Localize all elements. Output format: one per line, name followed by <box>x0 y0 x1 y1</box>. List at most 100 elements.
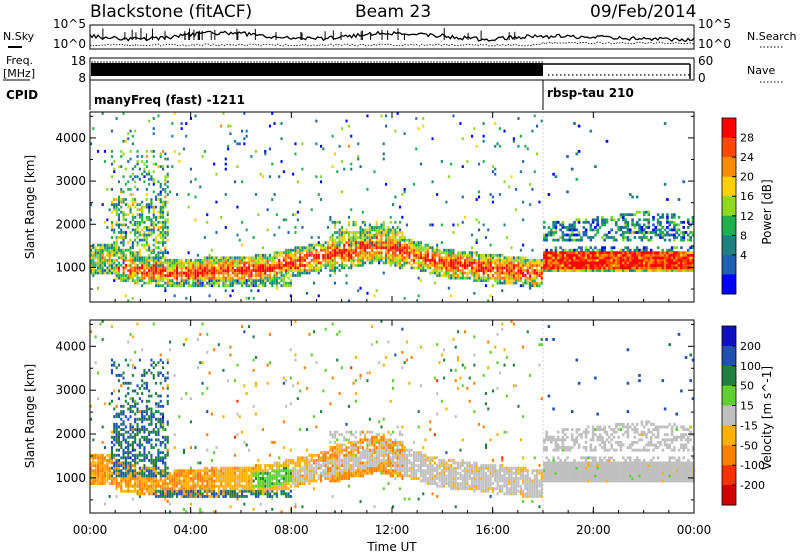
power-cell <box>436 243 439 247</box>
power-cell <box>570 223 574 227</box>
velocity-cell <box>117 412 120 416</box>
power-cell <box>389 253 392 257</box>
power-cell <box>471 266 474 270</box>
power-cell <box>445 258 448 262</box>
power-cell <box>443 258 446 262</box>
power-cell <box>517 271 520 275</box>
power-cell <box>143 258 146 262</box>
velocity-cell <box>127 464 130 467</box>
power-cell <box>389 238 392 242</box>
power-cell <box>350 258 353 262</box>
velocity-cell <box>131 469 134 473</box>
power-cell <box>166 185 169 189</box>
power-cell <box>310 253 313 257</box>
power-cell <box>680 269 683 272</box>
power-cell <box>275 251 278 255</box>
power-cell <box>131 223 134 227</box>
velocity-cell <box>129 428 132 431</box>
power-cell <box>654 266 658 270</box>
power-cell <box>577 253 581 257</box>
power-cell <box>359 226 362 229</box>
power-cell <box>371 256 374 260</box>
velocity-cell <box>155 456 158 460</box>
power-cell <box>577 269 581 272</box>
power-cell <box>157 256 160 260</box>
power-cell <box>106 243 109 247</box>
power-cell <box>447 256 450 260</box>
velocity-cell <box>155 471 158 475</box>
power-cell <box>668 264 671 267</box>
power-cell <box>203 264 206 267</box>
power-ytick-label: 3000 <box>55 174 86 188</box>
power-cell <box>350 162 353 166</box>
power-cell <box>231 279 234 282</box>
power-cell <box>670 246 674 250</box>
velocity-cell <box>101 425 104 429</box>
power-cell <box>275 281 278 285</box>
power-cell <box>194 276 197 280</box>
power-cell <box>445 253 448 257</box>
power-cell <box>596 218 599 222</box>
power-cell <box>343 167 346 171</box>
power-cell <box>526 281 529 285</box>
power-cell <box>568 266 572 270</box>
power-cell <box>568 223 572 227</box>
velocity-cell <box>155 430 158 434</box>
power-cell <box>159 182 162 186</box>
power-cell <box>459 258 462 262</box>
power-cell <box>464 258 467 262</box>
power-cell <box>333 226 336 229</box>
power-cell <box>371 236 374 239</box>
power-cell <box>327 248 330 252</box>
power-cell <box>110 223 113 227</box>
power-cell <box>624 253 627 257</box>
power-cell <box>478 228 481 232</box>
power-cell <box>350 238 353 242</box>
power-cell <box>162 251 165 255</box>
power-cell <box>261 246 264 250</box>
power-cell <box>301 269 304 272</box>
power-cell <box>663 269 667 272</box>
power-cell <box>670 215 674 219</box>
power-cell <box>366 238 369 242</box>
power-cell <box>624 269 627 272</box>
power-colorbar-segment <box>722 235 736 256</box>
power-cell <box>371 246 374 250</box>
power-cell <box>415 251 418 255</box>
power-cell <box>203 284 206 288</box>
power-cell <box>248 266 251 270</box>
power-cell <box>475 266 478 270</box>
power-cell <box>303 269 306 272</box>
power-cell <box>366 188 369 191</box>
velocity-cell <box>166 448 169 452</box>
power-cell <box>438 248 441 252</box>
power-cell <box>354 223 357 227</box>
power-cell <box>254 266 257 270</box>
power-cell <box>519 264 522 267</box>
power-cell <box>635 251 639 255</box>
power-cell <box>152 248 155 252</box>
power-cell <box>250 284 253 288</box>
power-cell <box>547 253 551 257</box>
velocity-cell <box>115 440 118 444</box>
power-cell <box>394 238 397 242</box>
power-cell <box>106 271 109 275</box>
power-cell <box>568 236 572 239</box>
power-cell <box>292 269 295 272</box>
power-cell <box>431 253 434 257</box>
power-cell <box>280 251 283 255</box>
power-cell <box>429 246 432 250</box>
power-cell <box>519 266 522 270</box>
power-cell <box>229 269 232 272</box>
power-cell <box>405 246 408 250</box>
velocity-cell <box>136 402 139 406</box>
power-cell <box>169 269 172 272</box>
velocity-cell <box>157 428 160 431</box>
power-cell <box>382 223 385 227</box>
power-cell <box>645 264 648 267</box>
power-cell <box>584 264 588 267</box>
power-cell <box>131 198 134 201</box>
velocity-cell <box>169 340 172 344</box>
power-cell <box>661 226 665 229</box>
power-cell <box>475 241 478 244</box>
